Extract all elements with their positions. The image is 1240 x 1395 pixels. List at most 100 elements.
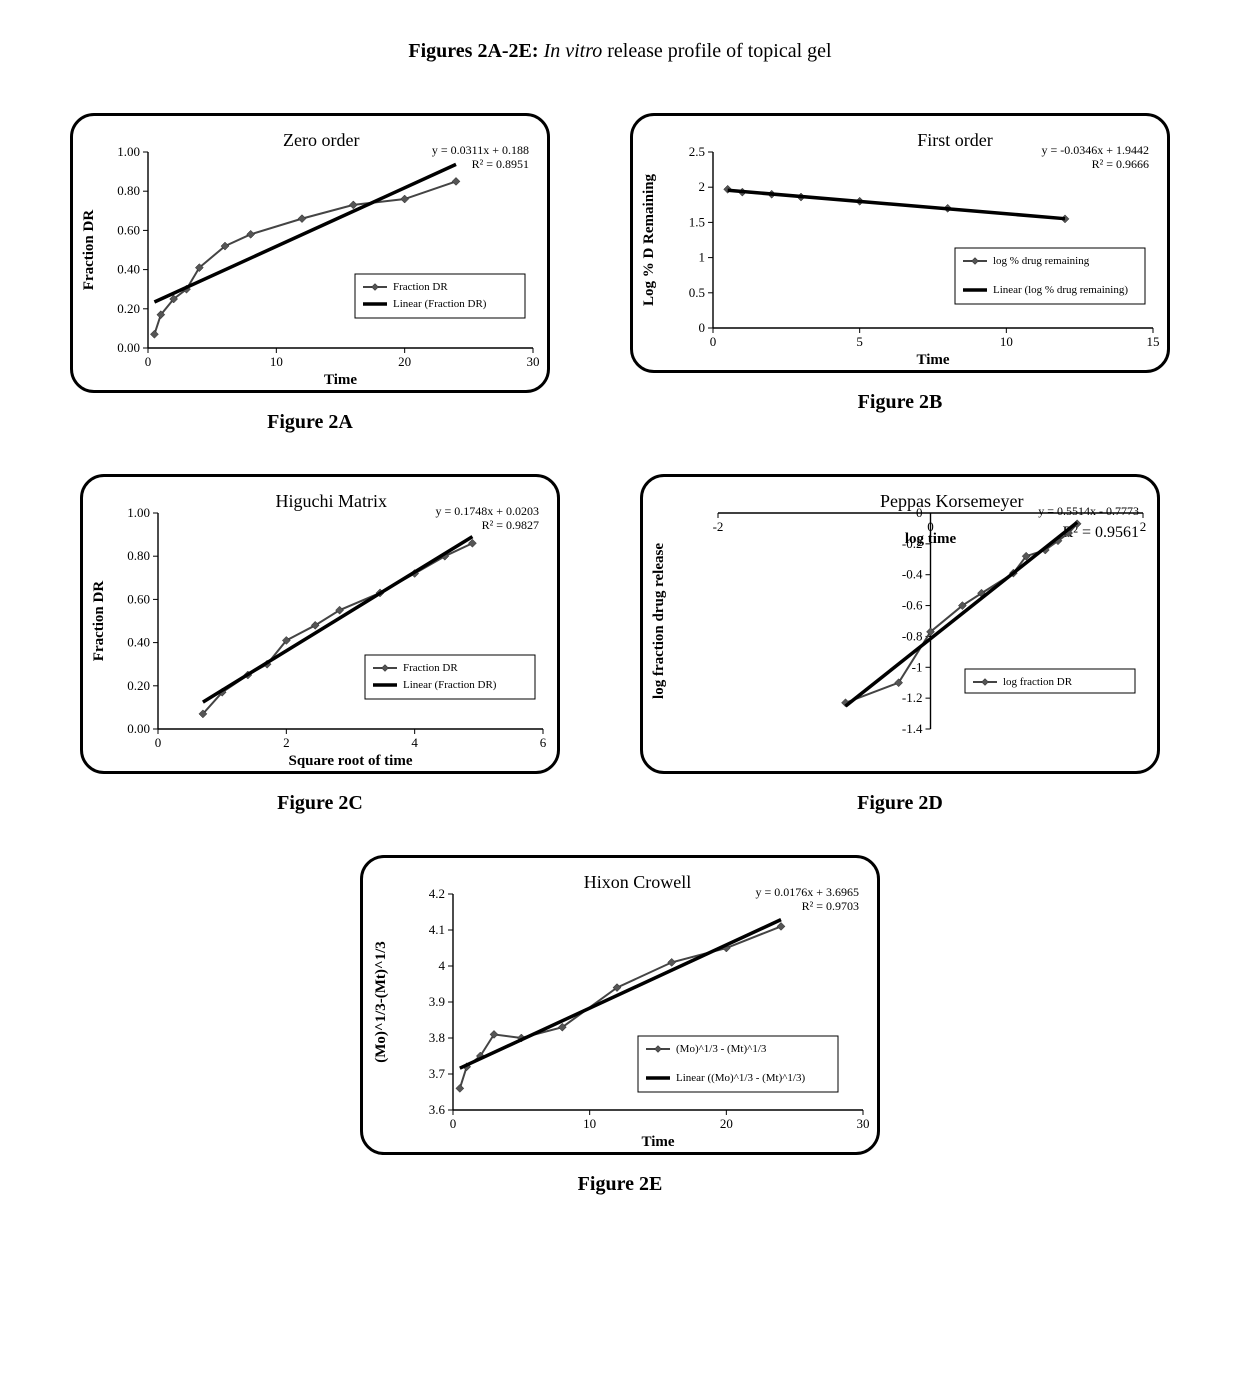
svg-text:0.80: 0.80	[117, 183, 140, 198]
svg-text:y = 0.0311x + 0.188: y = 0.0311x + 0.188	[432, 143, 529, 157]
svg-text:(Mo)^1/3 - (Mt)^1/3: (Mo)^1/3 - (Mt)^1/3	[676, 1043, 767, 1055]
chart-e-svg: Hixon Crowell y = 0.0176x + 3.6965R² = 0.…	[363, 858, 883, 1158]
title-italic: In vitro	[544, 40, 603, 62]
svg-text:Peppas Korsemeyer: Peppas Korsemeyer	[880, 491, 1023, 511]
svg-text:0.20: 0.20	[117, 301, 140, 316]
svg-text:0.60: 0.60	[117, 222, 140, 237]
svg-text:1.00: 1.00	[127, 505, 150, 520]
svg-text:30: 30	[857, 1116, 870, 1131]
svg-text:Zero order: Zero order	[283, 130, 359, 150]
svg-text:5: 5	[856, 334, 863, 349]
svg-text:R² = 0.9827: R² = 0.9827	[482, 518, 539, 532]
svg-text:1: 1	[699, 250, 706, 265]
svg-text:Time: Time	[324, 372, 357, 388]
svg-text:0.80: 0.80	[127, 548, 150, 563]
svg-text:Fraction DR: Fraction DR	[393, 281, 448, 293]
svg-text:log fraction drug release: log fraction drug release	[651, 543, 667, 699]
caption-b: Figure 2B	[858, 391, 943, 414]
svg-text:y = 0.1748x + 0.0203: y = 0.1748x + 0.0203	[435, 504, 539, 518]
svg-text:0.00: 0.00	[127, 721, 150, 736]
title-bold: Figures 2A-2E:	[408, 40, 538, 62]
svg-text:Log % D Remaining: Log % D Remaining	[641, 173, 657, 306]
svg-text:-0.4: -0.4	[902, 567, 923, 582]
svg-text:First order: First order	[917, 130, 993, 150]
svg-text:0: 0	[699, 320, 706, 335]
panel-d-wrap: Peppas Korsemeyery = 0.5514x - 0.7773R² …	[640, 474, 1160, 815]
svg-text:Time: Time	[916, 352, 949, 368]
svg-text:R² = 0.9703: R² = 0.9703	[802, 899, 859, 913]
svg-text:3.9: 3.9	[429, 994, 445, 1009]
svg-text:2: 2	[1140, 519, 1147, 534]
svg-text:0.00: 0.00	[117, 340, 140, 355]
svg-text:R² = 0.9666: R² = 0.9666	[1092, 157, 1149, 171]
svg-text:30: 30	[527, 354, 540, 369]
svg-text:0: 0	[450, 1116, 457, 1131]
svg-text:0: 0	[710, 334, 717, 349]
svg-text:Higuchi Matrix: Higuchi Matrix	[276, 491, 387, 511]
svg-text:0.40: 0.40	[117, 262, 140, 277]
svg-text:(Mo)^1/3-(Mt)^1/3: (Mo)^1/3-(Mt)^1/3	[373, 941, 389, 1063]
svg-text:0: 0	[916, 505, 923, 520]
svg-text:3.8: 3.8	[429, 1030, 445, 1045]
svg-text:10: 10	[1000, 334, 1013, 349]
svg-text:-0.6: -0.6	[902, 598, 923, 613]
svg-text:-2: -2	[713, 519, 724, 534]
panel-a: Zero order y = 0.0311x + 0.188R² = 0.8951…	[70, 113, 550, 393]
row-1: Zero order y = 0.0311x + 0.188R² = 0.8951…	[30, 113, 1210, 434]
svg-text:10: 10	[270, 354, 283, 369]
row-2: Higuchi Matrix y = 0.1748x + 0.0203R² = 0…	[30, 474, 1210, 815]
svg-text:Linear (Fraction DR): Linear (Fraction DR)	[393, 298, 487, 310]
svg-text:log fraction DR: log fraction DR	[1003, 676, 1073, 688]
svg-text:0: 0	[155, 735, 162, 750]
svg-text:Hixon Crowell: Hixon Crowell	[584, 872, 692, 892]
svg-text:-0.8: -0.8	[902, 628, 923, 643]
svg-text:1.5: 1.5	[689, 214, 705, 229]
caption-a: Figure 2A	[267, 411, 353, 434]
svg-text:0.40: 0.40	[127, 635, 150, 650]
caption-e: Figure 2E	[578, 1173, 663, 1196]
svg-text:Linear (log % drug remaining): Linear (log % drug remaining)	[993, 284, 1128, 296]
panel-b: First order y = -0.0346x + 1.9442R² = 0.9…	[630, 113, 1170, 373]
panel-d: Peppas Korsemeyery = 0.5514x - 0.7773R² …	[640, 474, 1160, 774]
chart-b-svg: First order y = -0.0346x + 1.9442R² = 0.9…	[633, 116, 1173, 376]
svg-text:y = 0.5514x - 0.7773: y = 0.5514x - 0.7773	[1038, 504, 1139, 518]
svg-text:-1: -1	[912, 659, 923, 674]
svg-text:Fraction DR: Fraction DR	[403, 662, 458, 674]
svg-text:y = -0.0346x + 1.9442: y = -0.0346x + 1.9442	[1041, 143, 1149, 157]
svg-text:R² = 0.8951: R² = 0.8951	[472, 157, 529, 171]
svg-text:0.5: 0.5	[689, 285, 705, 300]
svg-text:4: 4	[411, 735, 418, 750]
svg-text:Linear (Fraction DR): Linear (Fraction DR)	[403, 679, 497, 691]
svg-text:log % drug remaining: log % drug remaining	[993, 255, 1090, 267]
svg-text:log time: log time	[905, 531, 957, 547]
svg-text:y = 0.0176x + 3.6965: y = 0.0176x + 3.6965	[755, 885, 859, 899]
svg-text:20: 20	[398, 354, 411, 369]
svg-text:2: 2	[699, 179, 706, 194]
svg-text:0.20: 0.20	[127, 678, 150, 693]
svg-text:4.1: 4.1	[429, 922, 445, 937]
svg-text:20: 20	[720, 1116, 733, 1131]
caption-d: Figure 2D	[857, 792, 943, 815]
svg-text:4.2: 4.2	[429, 886, 445, 901]
svg-text:2.5: 2.5	[689, 144, 705, 159]
title-rest: release profile of topical gel	[602, 40, 831, 62]
svg-text:0: 0	[145, 354, 152, 369]
panel-e-wrap: Hixon Crowell y = 0.0176x + 3.6965R² = 0.…	[360, 855, 880, 1196]
figure-set-title: Figures 2A-2E: In vitro release profile …	[30, 40, 1210, 63]
chart-c-svg: Higuchi Matrix y = 0.1748x + 0.0203R² = 0…	[83, 477, 563, 777]
svg-text:Square root of time: Square root of time	[288, 753, 412, 769]
svg-text:3.7: 3.7	[429, 1066, 446, 1081]
panel-c: Higuchi Matrix y = 0.1748x + 0.0203R² = 0…	[80, 474, 560, 774]
panel-e: Hixon Crowell y = 0.0176x + 3.6965R² = 0.…	[360, 855, 880, 1155]
svg-text:3.6: 3.6	[429, 1102, 446, 1117]
svg-text:1.00: 1.00	[117, 144, 140, 159]
svg-text:0.60: 0.60	[127, 591, 150, 606]
row-3: Hixon Crowell y = 0.0176x + 3.6965R² = 0.…	[30, 855, 1210, 1196]
chart-a-svg: Zero order y = 0.0311x + 0.188R² = 0.8951…	[73, 116, 553, 396]
svg-text:Fraction DR: Fraction DR	[91, 581, 107, 662]
caption-c: Figure 2C	[277, 792, 363, 815]
svg-text:15: 15	[1147, 334, 1160, 349]
svg-text:2: 2	[283, 735, 290, 750]
svg-text:6: 6	[540, 735, 547, 750]
chart-d-svg: Peppas Korsemeyery = 0.5514x - 0.7773R² …	[643, 477, 1163, 777]
